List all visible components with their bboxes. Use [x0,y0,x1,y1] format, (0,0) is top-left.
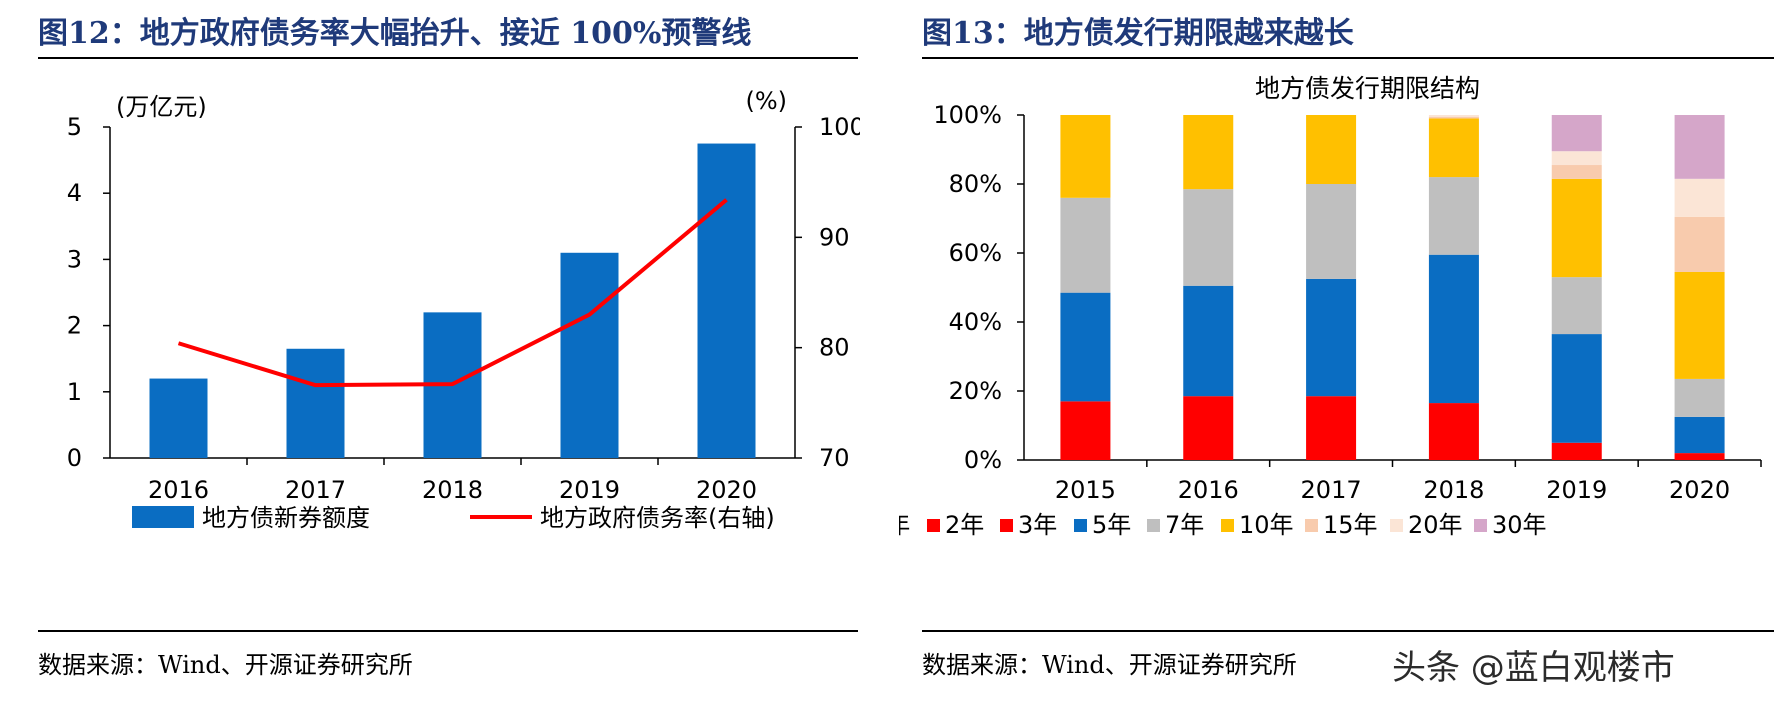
y-tick-label: 2 [67,312,82,340]
legend-swatch-7年 [1147,519,1160,532]
left-chart: 0 1 2 3 4 5 70 80 90 100 (万亿元) (%) 2016 2017 2018 2019 2… [67,87,860,532]
segment-2020-7年 [1674,378,1725,417]
y-tick-label: 80% [949,170,1002,198]
x-tick-label: 2017 [285,476,346,504]
segment-2018-20年 [1428,115,1479,117]
legend-label-30年: 30年 [1492,511,1547,539]
x-tick-label: 2020 [696,476,757,504]
legend-swatch-20年 [1390,519,1403,532]
x-tick-label: 2015 [1055,476,1116,504]
segment-2018-5年 [1428,254,1479,404]
legend-swatch-2年 [927,519,940,532]
bar-2016 [149,378,208,458]
segment-2015-10年 [1060,115,1111,198]
legend-label-3年: 3年 [1018,511,1057,539]
segment-2019-30年 [1551,115,1602,152]
segment-2019-20年 [1551,151,1602,166]
y-tick-label: 60% [949,239,1002,267]
segment-2018-15年 [1428,116,1479,119]
segment-2017-5年 [1306,278,1357,397]
segment-2017-3年 [1306,396,1357,460]
y-axis-unit-label: (万亿元) [116,93,207,121]
y-tick-label: 20% [949,377,1002,405]
segment-2016-7年 [1183,189,1234,286]
right-title-rule [922,57,1774,59]
x-tick-label: 2020 [1669,476,1730,504]
legend-label-5年: 5年 [1092,511,1131,539]
legend-label-2年: 2年 [945,511,984,539]
y2-tick-label: 100 [819,113,860,141]
chart-title: 地方债发行期限结构 [1255,74,1480,103]
y-tick-label: 5 [67,113,82,141]
left-source-rule [38,630,858,632]
segment-2018-3年 [1428,403,1479,460]
bar-2019 [560,252,619,458]
segment-2020-3年 [1674,453,1725,460]
x-tick-label: 2017 [1301,476,1362,504]
x-tick-label: 2019 [559,476,620,504]
legend-label-7年: 7年 [1165,511,1204,539]
y2-tick-label: 80 [819,334,850,362]
segment-2020-30年 [1674,115,1725,179]
segment-2019-10年 [1551,178,1602,278]
legend-swatch-10年 [1221,519,1234,532]
legend-label-1年: 1年 [899,511,910,539]
legend-label-line: 地方政府债务率(右轴) [540,504,775,532]
legend-swatch-bar [132,506,194,528]
left-figure-title: 图12：地方政府债务率大幅抬升、接近 100%预警线 [38,16,752,51]
segment-2015-3年 [1060,401,1111,460]
y-tick-label: 0 [67,444,82,472]
debt-ratio-line [177,198,728,388]
legend-swatch-15年 [1305,519,1318,532]
segment-2018-7年 [1428,177,1479,255]
y-tick-label: 4 [67,179,82,207]
right-source-note: 数据来源：Wind、开源证券研究所 [922,651,1297,679]
segment-2020-10年 [1674,271,1725,379]
left-title-rule [38,57,858,59]
legend-swatch-3年 [1000,519,1013,532]
segment-2015-5年 [1060,292,1111,402]
segment-2020-15年 [1674,216,1725,272]
segment-2020-5年 [1674,416,1725,454]
y2-tick-label: 70 [819,444,850,472]
legend-label-10年: 10年 [1239,511,1294,539]
segment-2016-3年 [1183,396,1234,460]
segment-2019-15年 [1551,165,1602,179]
y2-tick-label: 90 [819,223,850,251]
legend-label-bar: 地方债新券额度 [202,504,370,532]
segment-2018-10年 [1428,118,1479,178]
segment-2016-5年 [1183,285,1234,397]
x-tick-label: 2018 [1423,476,1484,504]
legend-label-15年: 15年 [1323,511,1378,539]
legend-swatch-5年 [1074,519,1087,532]
segment-2017-10年 [1306,115,1357,184]
segment-2019-7年 [1551,277,1602,335]
y-tick-label: 1 [67,378,82,406]
segment-2020-20年 [1674,178,1725,217]
segment-2019-3年 [1551,442,1602,460]
segment-2015-7年 [1060,197,1111,293]
y-tick-label: 100% [933,101,1002,129]
x-tick-label: 2016 [1178,476,1239,504]
right-chart: 地方债发行期限结构 0% 20% 40% 60% 80% 100% 2015 2016 2017 2… [899,74,1762,539]
x-tick-label: 2018 [422,476,483,504]
segment-2016-10年 [1183,115,1234,190]
y-tick-label: 40% [949,308,1002,336]
bar-2017 [286,348,345,458]
y2-axis-unit-label: (%) [745,87,787,115]
legend-label-20年: 20年 [1408,511,1463,539]
left-source-note: 数据来源：Wind、开源证券研究所 [38,651,413,679]
y-tick-label: 3 [67,245,82,273]
right-source-rule [922,630,1774,632]
segment-2017-7年 [1306,184,1357,279]
watermark: 头条 @蓝白观楼市 [1392,648,1675,688]
segment-2019-5年 [1551,334,1602,443]
bar-2020 [697,143,756,459]
x-tick-label: 2019 [1546,476,1607,504]
y-tick-label: 0% [964,446,1002,474]
legend-swatch-30年 [1474,519,1487,532]
x-tick-label: 2016 [148,476,209,504]
right-figure-title: 图13：地方债发行期限越来越长 [922,16,1354,51]
